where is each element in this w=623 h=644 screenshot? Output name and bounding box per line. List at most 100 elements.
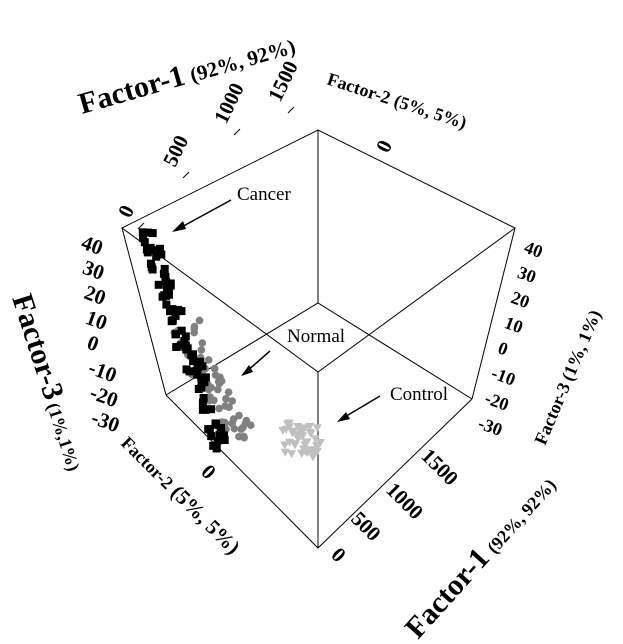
control-point [283,420,293,429]
cancer-point [162,300,171,309]
factor1-bottom-tick-label: 0 [326,543,350,567]
factor1-top-title: Factor-1(92%, 92%) [75,27,299,120]
normal-point [198,339,207,347]
factor3-right-title: Factor-3(1%, 1%) [530,307,606,448]
factor1-top-tick [182,171,190,179]
annotation-cancer-label: Cancer [237,184,291,205]
control-point [287,450,297,459]
factor1-top-tick [287,106,295,114]
control-point [280,448,290,457]
cancer-point [180,337,189,346]
control-point [308,446,318,455]
factor1-bottom-title: Factor-1(92%, 92%) [399,468,563,644]
cancer-point [197,379,206,387]
control-point [288,429,298,438]
cancer-point [213,436,222,445]
normal-point [235,411,243,420]
normal-point [195,316,204,325]
annotation-cancer-arrow [177,199,232,230]
cancer-point [156,244,164,253]
factor3-right-tick-label: 20 [508,287,532,312]
cancer-point [201,373,210,382]
factor3-right-tick-label: 40 [522,237,546,262]
cancer-point [167,306,176,315]
control-point [297,449,307,458]
cancer-point [212,444,221,453]
factor3-right-tick-label: -30 [476,413,505,440]
normal-point [204,356,213,364]
factor1-top-tick [233,128,241,136]
cancer-point [154,280,163,289]
normal-point [240,433,248,442]
factor3-right-tick-label: -10 [489,363,518,390]
cancer-point [199,394,208,402]
cancer-point [182,365,191,374]
normal-point [224,388,233,397]
annotation-normal: Normal [241,326,345,376]
cancer-point [148,229,157,238]
control-point [290,441,300,450]
cancer-point [181,332,190,341]
cancer-point [207,405,216,414]
factor2-bottom-title: Factor-2(5%, 5%) [116,431,245,560]
factor1-bottom-tick-label: 1500 [416,444,463,491]
cancer-point [218,434,227,443]
normal-point [215,373,223,382]
cancer-point [207,432,216,441]
cancer-point [139,234,148,243]
annotation-control-arrow [342,395,381,419]
cancer-point [143,248,152,257]
normal-point [229,415,238,423]
cancer-point [189,350,197,359]
factor2-bottom-tick-label: 0 [196,460,220,484]
cancer-point [171,330,180,339]
cancer-point [150,246,159,255]
control-point [305,422,315,431]
normal-point [214,385,222,394]
factor1-top-tick [137,222,145,230]
normal-point [204,385,213,394]
cancer-point [138,228,147,237]
annotation-normal-label: Normal [287,326,345,347]
normal-point [197,346,206,354]
cancer-point [158,292,167,301]
annotation-control-arrowhead [337,412,350,422]
cancer-point [204,425,213,434]
control-point [306,430,316,439]
factor3-left-tick-label: -30 [88,405,123,437]
control-point [294,425,304,434]
normal-point [222,395,230,403]
cancer-point [198,405,207,414]
annotation-cancer: Cancer [172,184,291,232]
normal-point [225,403,233,412]
cancer-point [176,341,185,350]
factor3-right-tick-label: -20 [482,388,511,415]
normal-point [190,328,198,337]
cancer-point [212,420,221,429]
control-point [280,441,290,450]
normal-point [228,397,237,405]
annotation-cancer-arrowhead [172,221,186,232]
cancer-point [152,252,161,261]
cancer-point [157,250,166,259]
factor3-left-tick-label: 30 [80,255,108,285]
cancer-point [144,228,152,237]
factor3-right-tick-label: 10 [502,312,526,337]
factor3-left-tick-label: 0 [84,330,102,356]
control-points [278,419,325,462]
cancer-point [148,265,157,274]
cancer-point [146,259,155,268]
control-point [312,424,322,433]
cancer-point [171,311,180,320]
cancer-point [161,272,170,281]
factor2-top-title: Factor-2(5%, 5%) [324,69,469,134]
factor3-right-tick-label: 30 [515,262,539,287]
control-point [313,441,323,450]
factor1-top-tick-label: 500 [158,131,193,170]
cancer-points [138,228,229,453]
factor1-bottom-tick-label: 500 [346,507,385,546]
factor3-left-tick-label: 10 [83,305,111,335]
